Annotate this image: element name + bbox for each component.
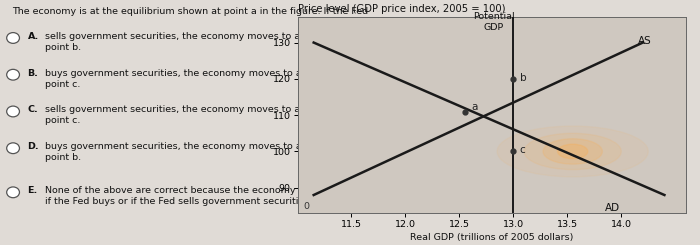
Text: C.: C. — [27, 105, 38, 114]
Text: The economy is at the equilibrium shown at point a in the figure. If the Fed: The economy is at the equilibrium shown … — [12, 7, 368, 16]
Circle shape — [7, 33, 20, 43]
Text: c: c — [520, 145, 526, 155]
Text: E.: E. — [27, 186, 38, 195]
Text: buys government securities, the economy moves to an equilibrium at
point b.: buys government securities, the economy … — [45, 142, 377, 162]
Text: AD: AD — [605, 203, 620, 213]
X-axis label: Real GDP (trillions of 2005 dollars): Real GDP (trillions of 2005 dollars) — [410, 233, 573, 242]
Text: D.: D. — [27, 142, 39, 151]
Ellipse shape — [497, 126, 648, 177]
Text: None of the above are correct because the economy will remain at point a
if the : None of the above are correct because th… — [45, 186, 399, 206]
Text: b: b — [520, 73, 526, 83]
Text: AS: AS — [638, 36, 651, 46]
Text: sells government securities, the economy moves to an equilibrium at
point b.: sells government securities, the economy… — [45, 32, 375, 52]
Circle shape — [7, 143, 20, 154]
Ellipse shape — [558, 144, 588, 159]
Circle shape — [7, 106, 20, 117]
Circle shape — [7, 187, 20, 198]
Text: 0: 0 — [303, 202, 309, 211]
Ellipse shape — [524, 133, 622, 170]
Text: Potential
GDP: Potential GDP — [473, 12, 514, 32]
Text: A.: A. — [27, 32, 38, 41]
Text: Price level (GDP price index, 2005 = 100): Price level (GDP price index, 2005 = 100… — [298, 4, 505, 13]
Text: B.: B. — [27, 69, 38, 78]
Text: sells government securities, the economy moves to an equilibrium at
point c.: sells government securities, the economy… — [45, 105, 375, 125]
Ellipse shape — [543, 139, 603, 164]
Text: a: a — [471, 102, 477, 112]
Circle shape — [7, 69, 20, 80]
Text: buys government securities, the economy moves to an equilibrium at
point c.: buys government securities, the economy … — [45, 69, 377, 89]
